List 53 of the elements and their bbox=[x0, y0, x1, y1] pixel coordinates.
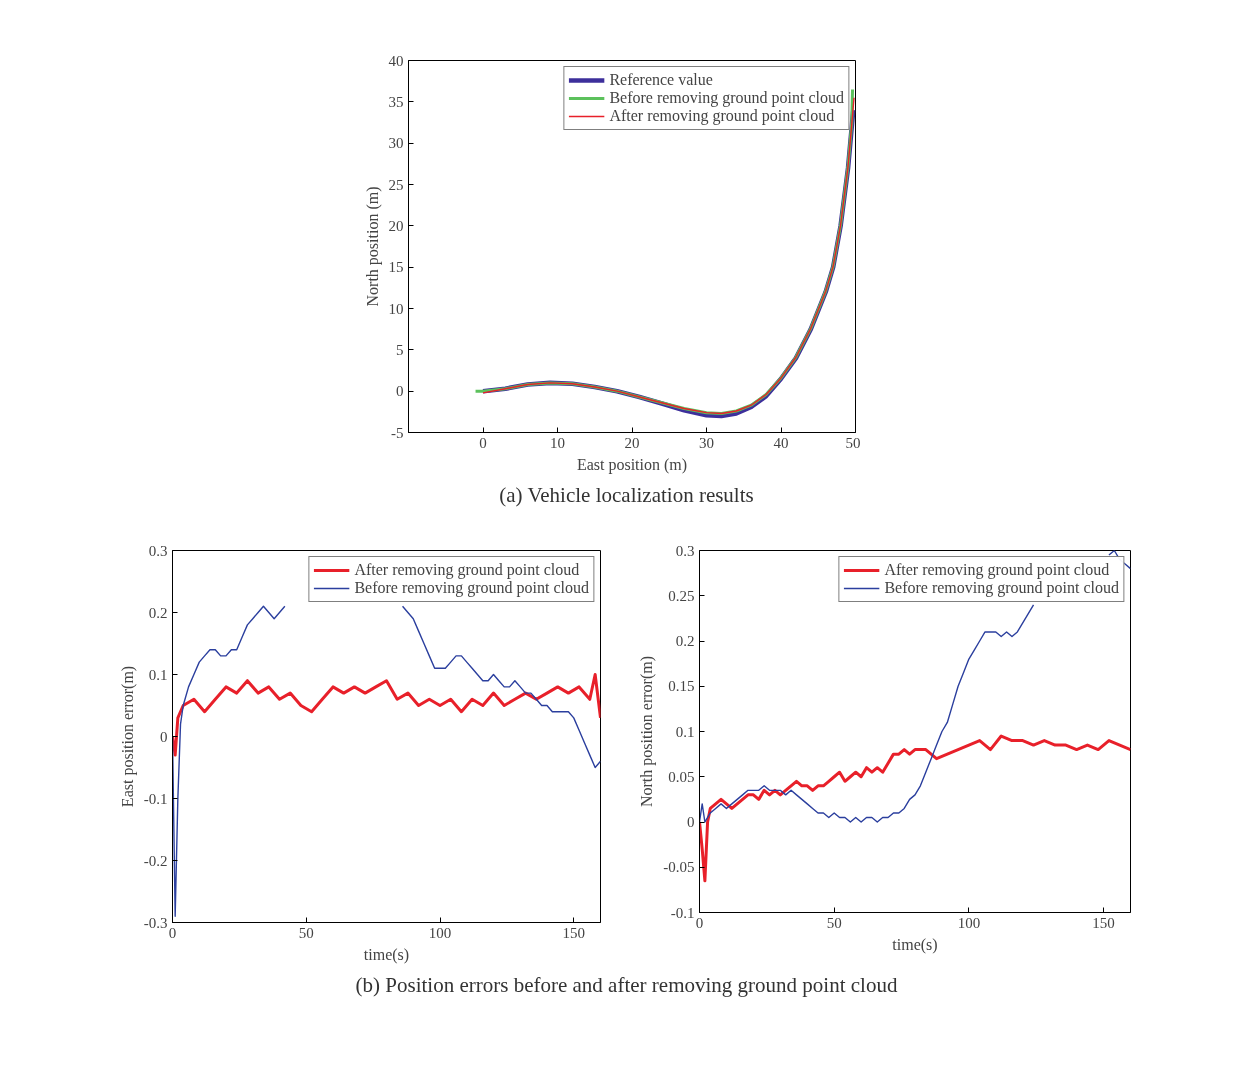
y-tick-label: 0.1 bbox=[675, 723, 695, 740]
x-tick-label: 20 bbox=[624, 434, 640, 451]
legend-label: Before removing ground point cloud bbox=[354, 579, 589, 597]
y-tick-label: 0.2 bbox=[675, 633, 695, 649]
y-tick-label: 20 bbox=[388, 217, 404, 234]
x-tick-label: 10 bbox=[550, 434, 565, 451]
x-tick-label: 150 bbox=[1092, 914, 1115, 931]
y-tick-label: 0 bbox=[687, 814, 695, 830]
x-tick-label: 100 bbox=[428, 924, 452, 941]
x-tick-label: 50 bbox=[845, 434, 861, 451]
y-tick-label: -0.3 bbox=[143, 914, 168, 931]
text: (a) Vehicle localization results bbox=[499, 482, 754, 509]
y-tick-label: 0.05 bbox=[668, 768, 695, 785]
legend-label: After removing ground point cloud bbox=[354, 561, 580, 579]
x-tick-label: 30 bbox=[699, 434, 714, 451]
y-tick-label: -0.1 bbox=[143, 790, 168, 807]
y-tick-label: 0 bbox=[160, 728, 168, 745]
y-tick-label: 0.1 bbox=[148, 666, 168, 683]
y-tick-label: 40 bbox=[388, 52, 404, 69]
x-tick-label: 150 bbox=[562, 924, 585, 941]
x-tick-label: 50 bbox=[298, 924, 314, 941]
x-axis-title: time(s) bbox=[892, 935, 938, 954]
y-axis-title: North position (m) bbox=[363, 186, 382, 307]
x-tick-label: 40 bbox=[773, 434, 789, 451]
x-axis-title: time(s) bbox=[363, 945, 410, 964]
y-tick-label: -0.2 bbox=[143, 852, 168, 869]
y-axis-title: North position error(m) bbox=[638, 655, 657, 808]
x-tick-label: 100 bbox=[957, 914, 981, 931]
text: (b) Position errors before and after removing ground point cloud bbox=[355, 972, 898, 999]
y-tick-label: 0 bbox=[396, 383, 404, 400]
y-tick-label: 35 bbox=[388, 93, 404, 110]
y-tick-label: 25 bbox=[388, 176, 404, 193]
y-tick-label: 0.2 bbox=[148, 604, 168, 621]
legend-label: After removing ground point cloud bbox=[884, 561, 1110, 579]
y-tick-label: 10 bbox=[388, 300, 404, 317]
legend-label: Reference value bbox=[609, 71, 713, 89]
y-tick-label: -0.1 bbox=[670, 904, 695, 921]
y-tick-label: 0.3 bbox=[675, 542, 695, 559]
y-tick-label: 0.25 bbox=[668, 587, 695, 604]
legend-label: Before removing ground point cloud bbox=[609, 89, 844, 107]
y-tick-label: -5 bbox=[391, 424, 404, 441]
y-tick-label: 5 bbox=[396, 341, 404, 358]
y-tick-label: 30 bbox=[388, 135, 404, 152]
x-tick-label: 50 bbox=[826, 914, 842, 931]
legend-label: Before removing ground point cloud bbox=[884, 579, 1119, 597]
y-tick-label: -0.05 bbox=[663, 859, 695, 876]
y-tick-label: 0.3 bbox=[148, 542, 168, 559]
y-tick-label: 15 bbox=[388, 259, 404, 276]
y-tick-label: 0.15 bbox=[668, 678, 695, 695]
legend-label: After removing ground point cloud bbox=[609, 107, 835, 125]
x-axis-title: East position (m) bbox=[576, 455, 688, 474]
x-tick-label: 0 bbox=[479, 434, 487, 451]
y-axis-title: East position error(m) bbox=[118, 665, 137, 808]
